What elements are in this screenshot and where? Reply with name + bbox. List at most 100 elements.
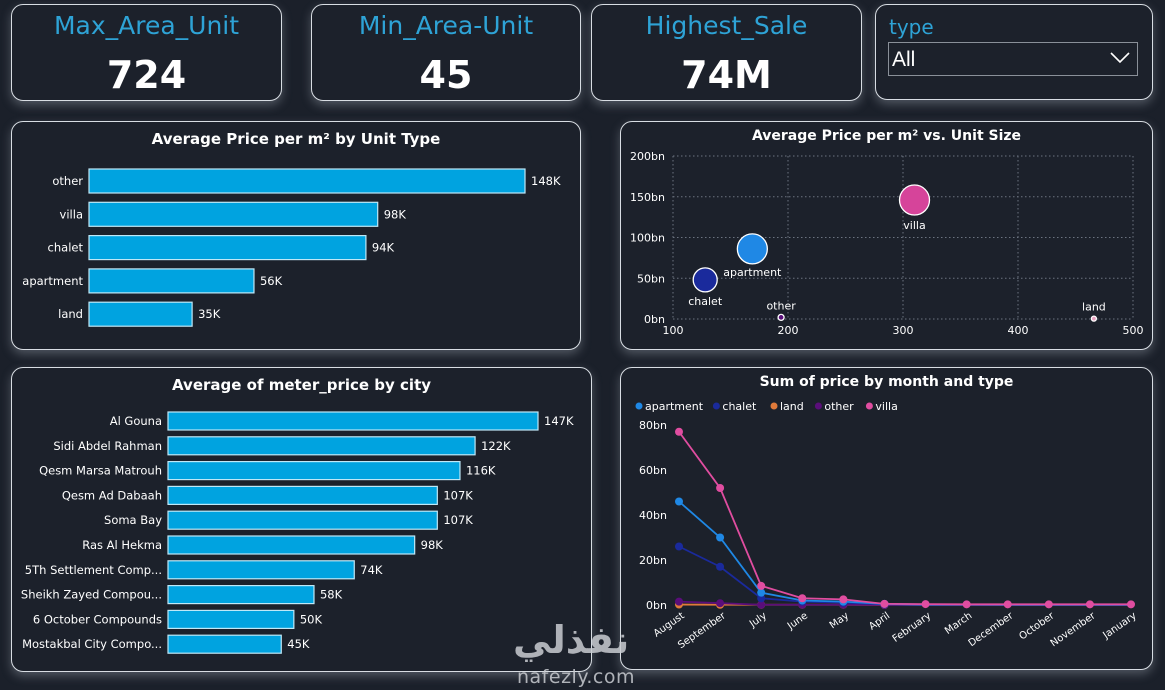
legend-label: land (780, 400, 804, 413)
data-point-villa (921, 600, 930, 609)
scatter-point-label: land (1082, 301, 1106, 314)
kpi-card-min-area: Min_Area-Unit 45 (311, 4, 581, 101)
dropdown-value: All (892, 48, 916, 71)
bar-data-label: 148K (531, 174, 561, 188)
data-point-villa (1003, 600, 1012, 609)
data-point-villa (675, 427, 683, 436)
x-tick-label: 400 (1008, 324, 1029, 337)
legend-label: villa (875, 400, 897, 413)
bar (167, 485, 438, 506)
legend-marker-apartment (635, 402, 643, 410)
data-point-villa (962, 600, 971, 609)
bar-category-label: Mostakbal City Compo... (22, 637, 162, 651)
bar-data-label: 107K (443, 513, 473, 527)
bar-category-label: 5Th Settlement Comp... (25, 563, 162, 577)
bar-category-label: apartment (22, 274, 83, 288)
y-tick-label: 100bn (630, 232, 665, 245)
bar-data-label: 147K (544, 414, 574, 428)
data-point-villa (1085, 600, 1094, 609)
legend-marker-villa (865, 402, 873, 410)
scatter-point-chalet (692, 267, 718, 293)
chevron-down-icon[interactable] (1109, 46, 1131, 68)
y-tick-label: 60bn (639, 464, 667, 477)
scatter-point-label: other (766, 299, 796, 312)
type-slicer: type All (875, 4, 1153, 100)
data-point-villa (839, 595, 848, 604)
watermark-arabic: نفذلي (513, 618, 630, 662)
bar-data-label: 74K (360, 563, 383, 577)
bar-category-label: land (58, 307, 83, 321)
scatter-chart-price-size: 0bn 50bn 100bn 150bn 200bn 100 200 300 400 500 cha… (630, 150, 1144, 337)
x-tick-label: December (967, 610, 1017, 649)
data-point-villa (880, 599, 889, 608)
bar-data-label: 35K (198, 307, 221, 321)
chart-price-vs-size: Average Price per m² vs. Unit Size 0bn 50… (620, 121, 1153, 350)
scatter-point-label: villa (903, 219, 925, 232)
x-tick-label: February (891, 610, 934, 644)
bar (167, 460, 461, 481)
bar-category-label: other (52, 174, 83, 188)
watermark-latin: nafezly.com (517, 666, 635, 688)
nafezly-watermark: نفذلي nafezly.com (505, 618, 675, 690)
chart-price-by-month: Sum of price by month and type apartment… (620, 367, 1153, 670)
kpi-value: 45 (419, 53, 473, 97)
bar (88, 301, 193, 327)
chart-title: Sum of price by month and type (759, 374, 1014, 390)
scatter-point-label: chalet (688, 295, 723, 308)
data-point-apartment (675, 497, 683, 506)
legend-label: apartment (645, 400, 704, 413)
bar-category-label: Al Gouna (110, 414, 162, 428)
x-tick-label: 100 (663, 324, 684, 337)
bar-category-label: Ras Al Hekma (82, 538, 162, 552)
type-dropdown[interactable]: All (888, 42, 1138, 76)
chart-title: Average Price per m² by Unit Type (151, 130, 441, 148)
kpi-value: 724 (106, 53, 187, 97)
data-point-villa (1127, 600, 1135, 609)
data-point-villa (716, 484, 725, 492)
scatter-point-other (777, 313, 785, 322)
data-point-apartment (757, 588, 766, 597)
bar-data-label: 98K (421, 538, 444, 552)
bar-data-label: 94K (372, 241, 395, 255)
bar-category-label: villa (60, 207, 83, 221)
kpi-card-highest-sale: Highest_Sale 74M (591, 4, 862, 101)
bar (88, 234, 367, 261)
y-tick-label: 0bn (644, 313, 665, 326)
legend-marker-other (814, 402, 822, 410)
bar-category-label: Qesm Marsa Matrouh (39, 464, 162, 478)
data-point-chalet (675, 542, 683, 551)
bar-data-label: 56K (260, 274, 283, 288)
kpi-card-max-area: Max_Area_Unit 724 (11, 4, 282, 101)
x-tick-label: March (943, 610, 974, 636)
bar-data-label: 116K (466, 464, 496, 478)
bar-data-label: 122K (481, 439, 511, 453)
bar-chart-unit-type: other 148K villa 98K chalet 94K apartment 56K la… (22, 168, 561, 327)
data-point-chalet (757, 594, 766, 603)
bar (88, 168, 526, 194)
chart-avg-price-by-type: Average Price per m² by Unit Type other 1… (11, 121, 581, 350)
y-tick-label: 0bn (646, 599, 667, 612)
data-point-other (757, 600, 766, 609)
kpi-title: Min_Area-Unit (358, 11, 534, 40)
bar (167, 535, 416, 555)
bar (167, 510, 438, 530)
scatter-point-label: apartment (723, 266, 782, 279)
bar-category-label: Sidi Abdel Rahman (53, 439, 162, 453)
series-line-villa (678, 431, 1131, 606)
scatter-point-apartment (736, 233, 769, 265)
data-point-villa (757, 581, 766, 590)
bar (167, 560, 355, 580)
y-tick-label: 20bn (639, 554, 667, 567)
bar-category-label: chalet (48, 241, 84, 255)
x-tick-label: January (1101, 610, 1139, 641)
legend-label: chalet (722, 400, 757, 413)
bar-data-label: 107K (443, 488, 473, 502)
x-tick-label: 300 (893, 324, 914, 337)
data-point-apartment (716, 533, 725, 542)
chart-title: Average of meter_price by city (171, 376, 432, 394)
x-tick-label: 500 (1123, 324, 1144, 337)
bar (88, 201, 379, 227)
data-point-villa (798, 594, 807, 603)
chart-meter-price-by-city: Average of meter_price by city Al Gouna 1… (11, 367, 592, 672)
bar (88, 268, 255, 294)
